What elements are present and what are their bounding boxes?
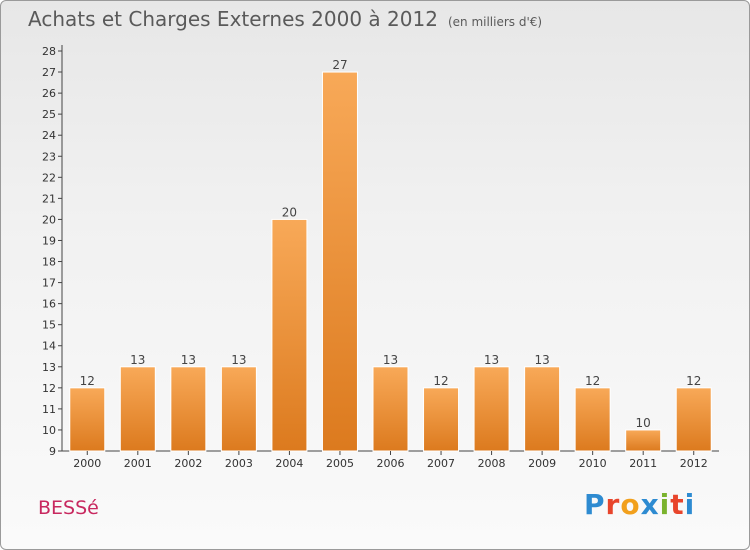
y-tick-label: 11 [42, 403, 56, 416]
x-tick-label: 2001 [124, 457, 152, 470]
y-tick-label: 18 [42, 256, 56, 269]
bar-value-label: 27 [332, 58, 347, 72]
bar [271, 218, 308, 452]
bar-value-label: 13 [231, 353, 246, 367]
bar-value-label: 12 [433, 374, 448, 388]
y-tick-label: 12 [42, 382, 56, 395]
bar [423, 387, 460, 452]
y-tick-label: 27 [42, 66, 56, 79]
y-tick-label: 25 [42, 108, 56, 121]
bar-value-label: 10 [636, 416, 651, 430]
y-tick-label: 19 [42, 234, 56, 247]
y-tick-label: 16 [42, 298, 56, 311]
x-tick-label: 2008 [478, 457, 506, 470]
bar-value-label: 12 [686, 374, 701, 388]
bar [675, 387, 712, 452]
x-tick-label: 2009 [528, 457, 556, 470]
chart-subtitle: (en milliers d'€) [447, 15, 543, 29]
bar-value-label: 20 [282, 205, 297, 219]
x-tick-label: 2000 [73, 457, 101, 470]
bar-value-label: 13 [130, 353, 145, 367]
y-tick-label: 26 [42, 87, 56, 100]
bar-value-label: 12 [585, 374, 600, 388]
bar [321, 71, 358, 452]
proxiti-logo-letter: r [605, 488, 621, 521]
x-tick-label: 2012 [680, 457, 708, 470]
bar [524, 366, 561, 452]
bar-value-label: 13 [383, 353, 398, 367]
bar [69, 387, 106, 452]
bar-value-label: 12 [80, 374, 95, 388]
x-tick-label: 2003 [225, 457, 253, 470]
x-tick-label: 2006 [377, 457, 405, 470]
proxiti-logo: Proxiti [584, 488, 695, 521]
y-tick-label: 21 [42, 192, 56, 205]
y-tick-label: 10 [42, 424, 56, 437]
bar [372, 366, 409, 452]
y-tick-label: 22 [42, 171, 56, 184]
x-tick-label: 2004 [275, 457, 303, 470]
y-tick-label: 28 [42, 45, 56, 58]
bar-value-label: 13 [484, 353, 499, 367]
y-tick-label: 15 [42, 319, 56, 332]
x-tick-label: 2011 [629, 457, 657, 470]
bar [473, 366, 510, 452]
y-tick-label: 13 [42, 361, 56, 374]
proxiti-logo-letter: P [584, 488, 606, 521]
bar [119, 366, 156, 452]
y-tick-label: 17 [42, 277, 56, 290]
x-tick-label: 2007 [427, 457, 455, 470]
proxiti-logo-letter: x [640, 488, 660, 521]
proxiti-logo-letter: t [670, 488, 685, 521]
bar-value-label: 13 [534, 353, 549, 367]
y-tick-label: 20 [42, 213, 56, 226]
y-tick-label: 24 [42, 129, 56, 142]
y-tick-label: 9 [49, 445, 56, 458]
chart-title: Achats et Charges Externes 2000 à 2012 (e… [28, 7, 542, 31]
y-tick-label: 23 [42, 150, 56, 163]
bar-value-label: 13 [181, 353, 196, 367]
proxiti-logo-letter: i [659, 488, 671, 521]
bar [170, 366, 207, 452]
bar [220, 366, 257, 452]
x-tick-label: 2005 [326, 457, 354, 470]
y-tick-label: 14 [42, 340, 56, 353]
chart-title-text: Achats et Charges Externes 2000 à 2012 [28, 7, 438, 31]
proxiti-logo-letter: o [620, 488, 641, 521]
x-tick-label: 2002 [174, 457, 202, 470]
bar [574, 387, 611, 452]
bar [625, 429, 662, 452]
proxiti-logo-letter: i [684, 488, 696, 521]
commune-name: BESSé [38, 497, 99, 519]
x-tick-label: 2010 [579, 457, 607, 470]
